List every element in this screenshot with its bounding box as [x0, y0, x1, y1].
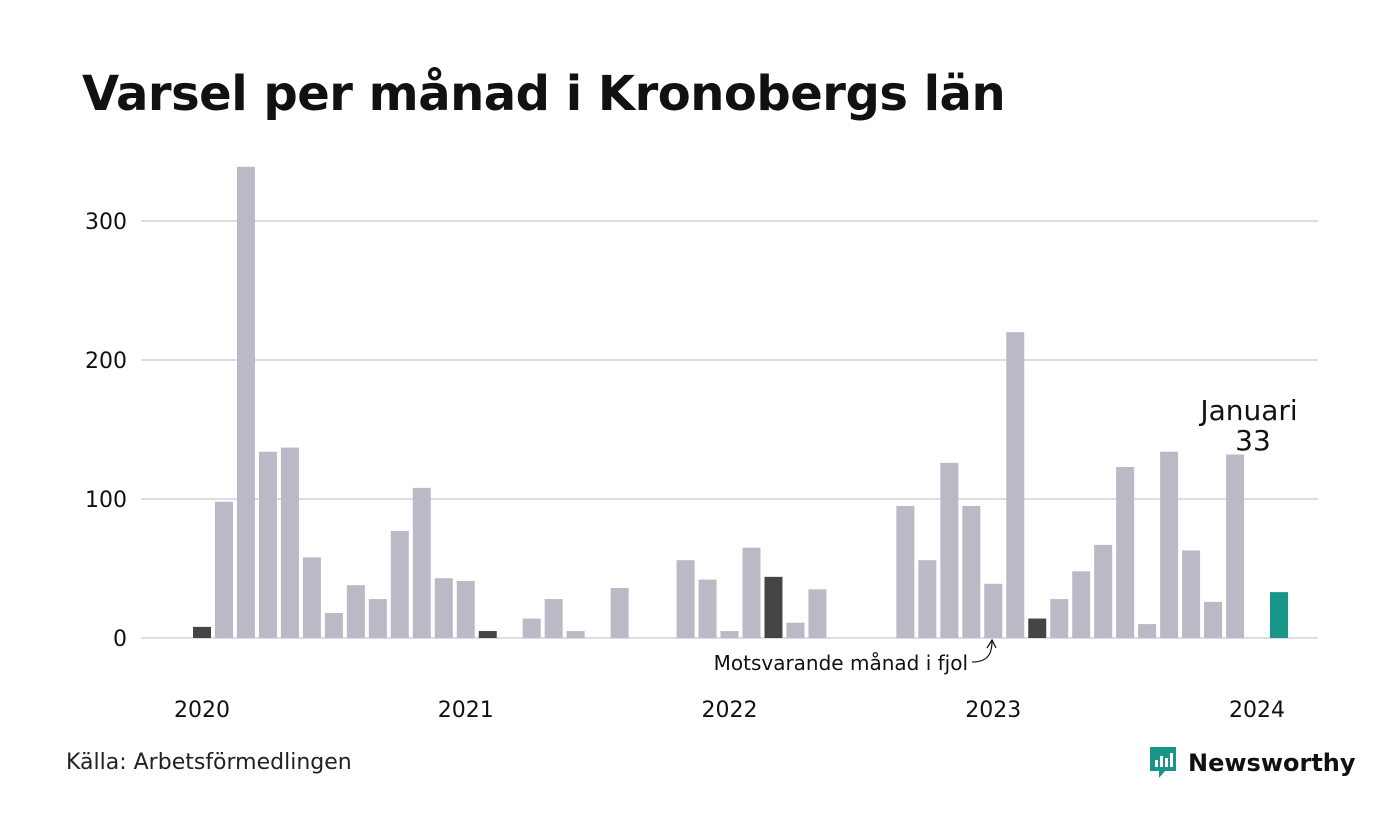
bar-2020-09	[368, 599, 387, 638]
bar-2020-11	[412, 487, 431, 638]
bar-2022-03	[764, 576, 783, 638]
bar-2021-11	[676, 560, 695, 638]
bar-2020-10	[390, 530, 409, 638]
bar-2020-08	[346, 585, 365, 638]
bar-2023-12	[1226, 454, 1245, 638]
bar-2020-12	[434, 578, 453, 638]
bar-2020-04	[258, 451, 277, 638]
bar-2020-06	[302, 557, 321, 638]
bar-2023-02	[1006, 332, 1025, 638]
chart-title: Varsel per månad i Kronobergs län	[82, 66, 1006, 122]
bar-2021-12	[698, 579, 717, 638]
bar-2021-08	[610, 587, 629, 638]
bar-2023-10	[1182, 550, 1201, 638]
x-tick-label: 2022	[702, 698, 758, 723]
chart-bubble-icon	[1150, 747, 1176, 778]
bar-2023-03	[1028, 618, 1047, 638]
bar-2021-02	[478, 631, 497, 638]
newsworthy-logo: Newsworthy	[1148, 745, 1356, 781]
brand-name: Newsworthy	[1188, 749, 1356, 777]
bar-2023-01	[984, 583, 1003, 638]
bar-2020-05	[280, 447, 299, 638]
bar-2023-11	[1204, 601, 1223, 638]
annotation-text: Motsvarande månad i fjol	[714, 651, 968, 675]
highlight-month: Januari	[1198, 394, 1297, 427]
bar-2022-12	[962, 505, 981, 638]
bar-2020-01	[193, 626, 211, 638]
bar-2021-04	[522, 618, 541, 638]
x-tick-label: 2020	[174, 698, 230, 723]
highlight-value: 33	[1235, 424, 1271, 457]
x-tick-label: 2024	[1229, 698, 1285, 723]
bar-2020-07	[324, 612, 343, 638]
bar-2023-09	[1160, 451, 1179, 638]
annotation-arrowhead	[986, 638, 997, 649]
bar-2023-06	[1094, 544, 1113, 638]
bar-2023-07	[1116, 467, 1135, 638]
bar-2023-05	[1072, 571, 1091, 638]
bar-2022-02	[742, 547, 761, 638]
bar-2021-01	[456, 581, 475, 638]
bar-2022-01	[720, 631, 739, 638]
x-tick-label: 2023	[965, 698, 1021, 723]
annotation-arrow	[971, 640, 993, 663]
annotation: Motsvarande månad i fjol	[714, 638, 997, 675]
bar-2022-05	[808, 589, 827, 638]
y-tick-label: 100	[85, 488, 127, 513]
bar-2021-05	[544, 599, 563, 638]
bar-2020-02	[214, 501, 233, 638]
bar-2022-10	[918, 560, 937, 638]
y-tick-label: 200	[85, 349, 127, 374]
bar-2021-06	[566, 631, 585, 638]
source-note: Källa: Arbetsförmedlingen	[66, 750, 352, 775]
x-axis-ticks: 2020 2021 2022 2023 2024	[174, 698, 1285, 723]
bar-2023-08	[1138, 624, 1157, 638]
y-axis-ticks: 0 100 200 300	[85, 210, 127, 652]
bar-2022-09	[896, 505, 915, 638]
bar-2023-04	[1050, 599, 1069, 638]
bar-2020-03	[236, 166, 255, 639]
bar-2022-11	[940, 462, 959, 638]
x-tick-label: 2021	[438, 698, 494, 723]
bars	[193, 166, 1289, 639]
highlight-label: Januari 33	[1198, 394, 1297, 457]
bar-undefined	[1270, 592, 1289, 638]
bar-2022-04	[786, 622, 805, 638]
y-tick-label: 0	[113, 627, 127, 652]
y-tick-label: 300	[85, 210, 127, 235]
